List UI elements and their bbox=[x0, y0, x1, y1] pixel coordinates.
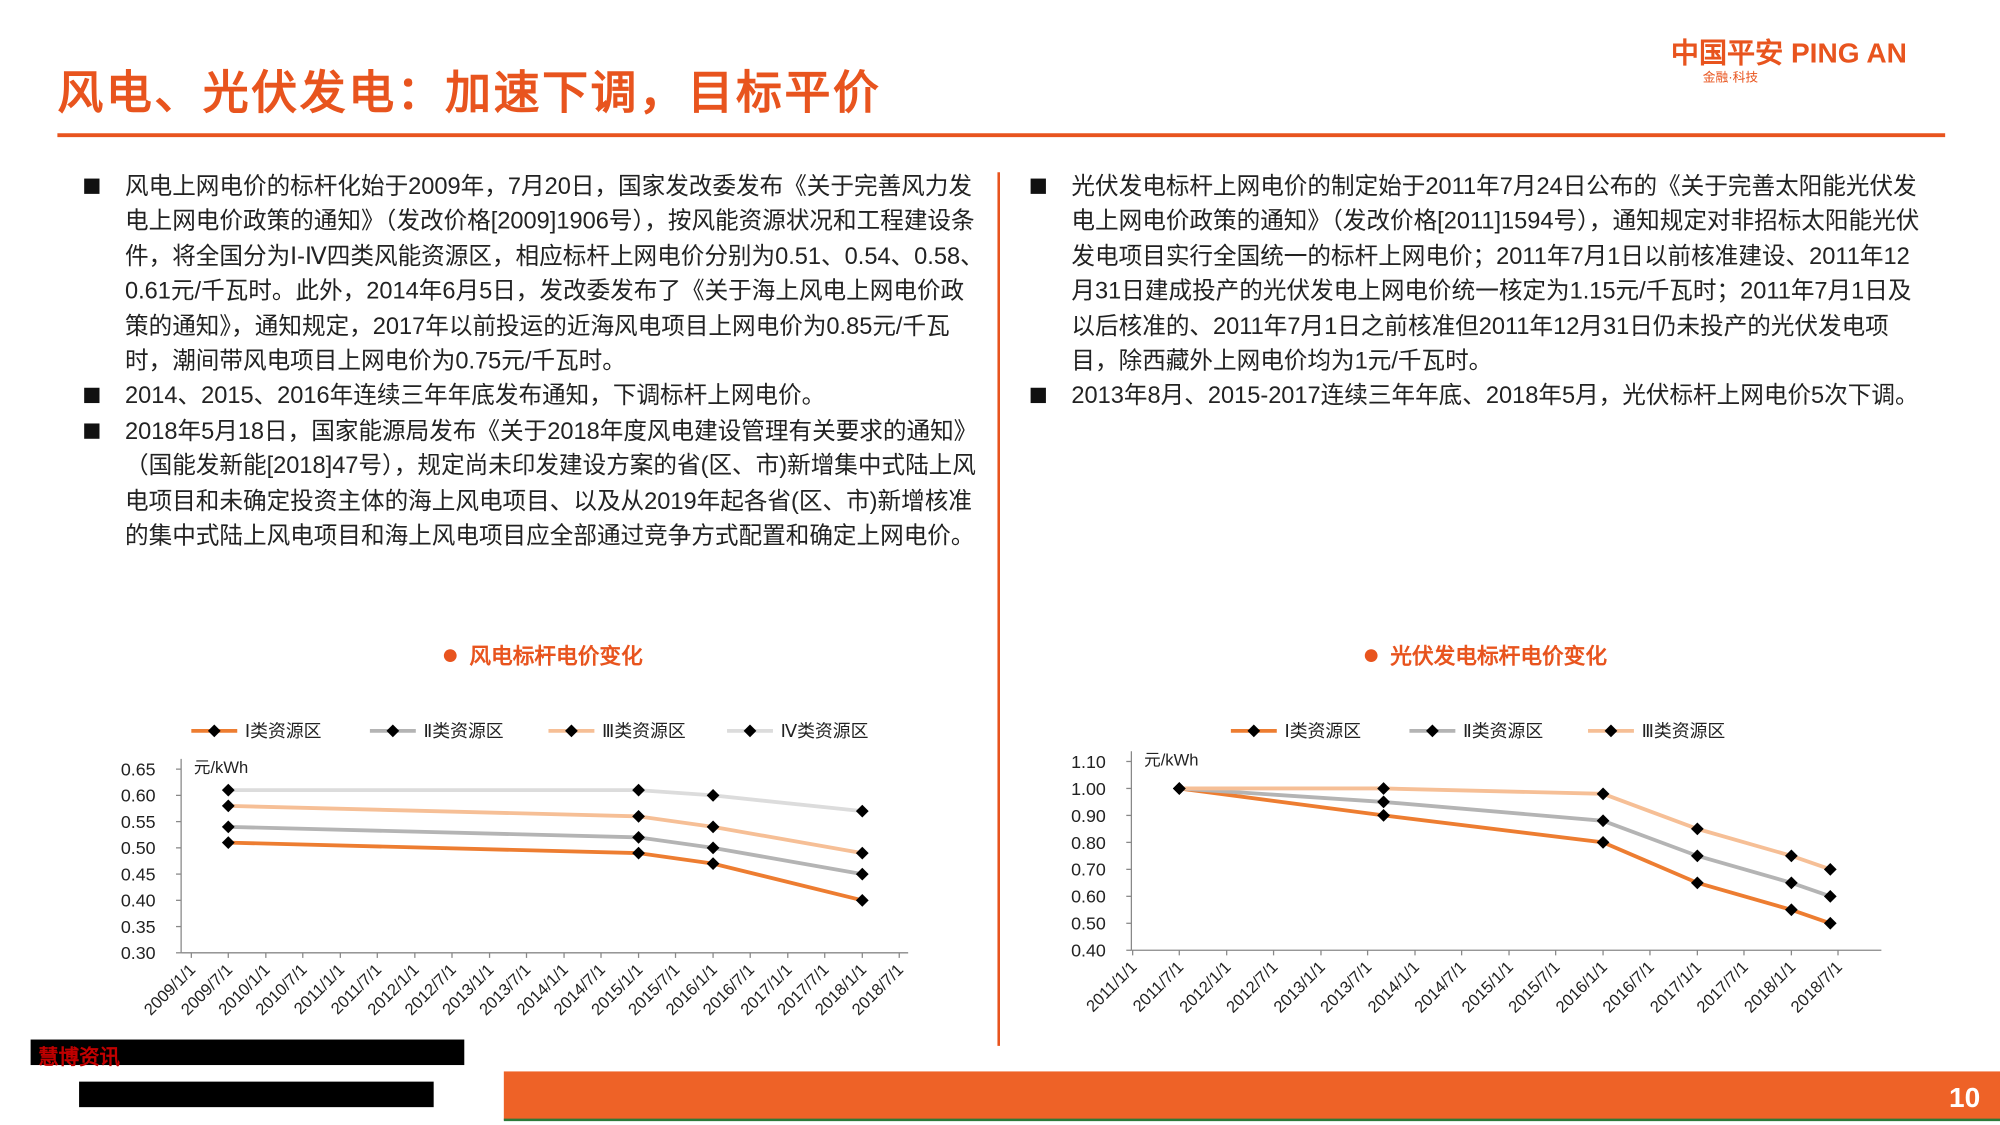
legend-label: Ⅲ类资源区 bbox=[1642, 721, 1726, 741]
y-tick-label: 0.60 bbox=[1071, 887, 1106, 907]
point bbox=[1823, 862, 1837, 876]
point bbox=[1172, 782, 1186, 795]
redaction bbox=[79, 1081, 434, 1108]
source: 慧博资讯 bbox=[38, 1047, 120, 1069]
point bbox=[1785, 849, 1798, 863]
y-tick-label: 0.65 bbox=[121, 760, 156, 780]
y-tick-label: 0.80 bbox=[1071, 833, 1106, 853]
legend-marker bbox=[743, 724, 757, 738]
legend-label: Ⅲ类资源区 bbox=[602, 721, 686, 741]
point bbox=[221, 799, 235, 813]
point bbox=[1377, 809, 1390, 822]
point bbox=[221, 783, 235, 797]
chart-title: 光伏发电标杆电价变化 bbox=[1389, 643, 1607, 668]
point bbox=[855, 846, 869, 860]
point bbox=[1823, 916, 1837, 930]
point bbox=[706, 841, 720, 855]
series-line bbox=[228, 803, 863, 855]
y-axis-label: 元/kWh bbox=[1144, 750, 1198, 769]
legend-label: Ⅰ类资源区 bbox=[245, 721, 322, 741]
y-tick-label: 0.50 bbox=[121, 838, 156, 858]
point bbox=[706, 820, 720, 834]
bullet: 2014、2015、2016年连续三年年底发布通知，下调标杆上网电价。 bbox=[74, 378, 986, 413]
point bbox=[632, 783, 645, 797]
title-dot bbox=[443, 649, 457, 662]
series-line bbox=[1179, 786, 1831, 872]
bullet: 2013年8月、2015-2017连续三年年底、2018年5月，光伏标杆上网电价… bbox=[1020, 378, 1932, 413]
logo: 中国平安 PING AN bbox=[1670, 36, 1907, 69]
point bbox=[632, 830, 645, 844]
point bbox=[632, 809, 645, 823]
bullet: 光伏发电标杆上网电价的制定始于2011年7月24日公布的《关于完善太阳能光伏发电… bbox=[1020, 168, 1932, 378]
series-line bbox=[1179, 786, 1831, 899]
point bbox=[1785, 876, 1798, 890]
point bbox=[855, 893, 869, 907]
point bbox=[1596, 836, 1610, 849]
y-tick-label: 0.60 bbox=[121, 786, 156, 806]
y-tick-label: 0.40 bbox=[121, 891, 156, 911]
y-tick-label: 0.55 bbox=[121, 812, 156, 832]
y-tick-label: 1.10 bbox=[1071, 752, 1106, 772]
y-tick-label: 1.00 bbox=[1071, 779, 1106, 799]
legend-marker bbox=[1604, 724, 1618, 738]
point bbox=[1596, 787, 1610, 801]
bullet: 2018年5月18日，国家能源局发布《关于2018年度风电建设管理有关要求的通知… bbox=[74, 413, 986, 553]
point bbox=[1596, 814, 1610, 828]
legend-marker bbox=[207, 724, 221, 738]
legend-marker bbox=[1247, 724, 1261, 738]
page-number: 10 bbox=[1948, 1081, 1981, 1114]
point bbox=[221, 820, 235, 834]
logo-tagline: 金融·科技 bbox=[1702, 71, 1759, 86]
point bbox=[1785, 903, 1798, 917]
point bbox=[1690, 876, 1704, 890]
series-line bbox=[228, 824, 863, 876]
y-tick-label: 0.45 bbox=[121, 864, 156, 884]
y-tick-label: 0.30 bbox=[121, 943, 156, 963]
point bbox=[1377, 782, 1390, 795]
point bbox=[221, 836, 235, 849]
y-tick-label: 0.40 bbox=[1071, 941, 1106, 961]
point bbox=[1377, 795, 1390, 809]
x-tick-label: 2018/7/1 bbox=[1787, 958, 1846, 1017]
y-axis-label: 元/kWh bbox=[194, 758, 248, 777]
legend-label: Ⅱ类资源区 bbox=[1463, 721, 1543, 741]
y-tick-label: 0.35 bbox=[121, 917, 156, 937]
bullet-list: 光伏发电标杆上网电价的制定始于2011年7月24日公布的《关于完善太阳能光伏发电… bbox=[1020, 168, 1932, 413]
legend-label: Ⅰ类资源区 bbox=[1284, 721, 1361, 741]
series-line bbox=[228, 840, 863, 903]
point bbox=[632, 846, 645, 860]
y-tick-label: 0.50 bbox=[1071, 914, 1106, 934]
left-column: 风电上网电价的标杆化始于2009年，7月20日，国家发改委发布《关于完善风力发电… bbox=[74, 168, 986, 553]
legend-marker bbox=[1426, 724, 1439, 738]
series-line bbox=[1179, 786, 1831, 926]
slide-title: 风电、光伏发电：加速下调，目标平价 bbox=[57, 66, 882, 119]
point bbox=[706, 788, 720, 802]
point bbox=[1690, 822, 1704, 836]
point bbox=[855, 867, 869, 881]
chart-title: 风电标杆电价变化 bbox=[469, 643, 643, 668]
legend-label: Ⅳ类资源区 bbox=[781, 721, 869, 741]
right-column: 光伏发电标杆上网电价的制定始于2011年7月24日公布的《关于完善太阳能光伏发电… bbox=[1020, 168, 1932, 413]
series-line bbox=[228, 788, 863, 814]
y-tick-label: 0.90 bbox=[1071, 806, 1106, 826]
bullet: 风电上网电价的标杆化始于2009年，7月20日，国家发改委发布《关于完善风力发电… bbox=[74, 168, 986, 378]
legend-marker bbox=[386, 724, 400, 738]
legend-label: Ⅱ类资源区 bbox=[423, 721, 503, 741]
bullet-list: 风电上网电价的标杆化始于2009年，7月20日，国家发改委发布《关于完善风力发电… bbox=[74, 168, 986, 553]
point bbox=[855, 804, 869, 818]
x-tick-label: 2011/1/1 bbox=[1082, 958, 1140, 1016]
footer-bar bbox=[503, 1071, 2000, 1120]
redaction bbox=[30, 1039, 465, 1066]
title-dot bbox=[1364, 649, 1378, 662]
y-tick-label: 0.70 bbox=[1071, 860, 1106, 880]
legend-marker bbox=[565, 724, 578, 738]
point bbox=[706, 857, 720, 870]
point bbox=[1690, 849, 1704, 863]
point bbox=[1823, 889, 1837, 903]
